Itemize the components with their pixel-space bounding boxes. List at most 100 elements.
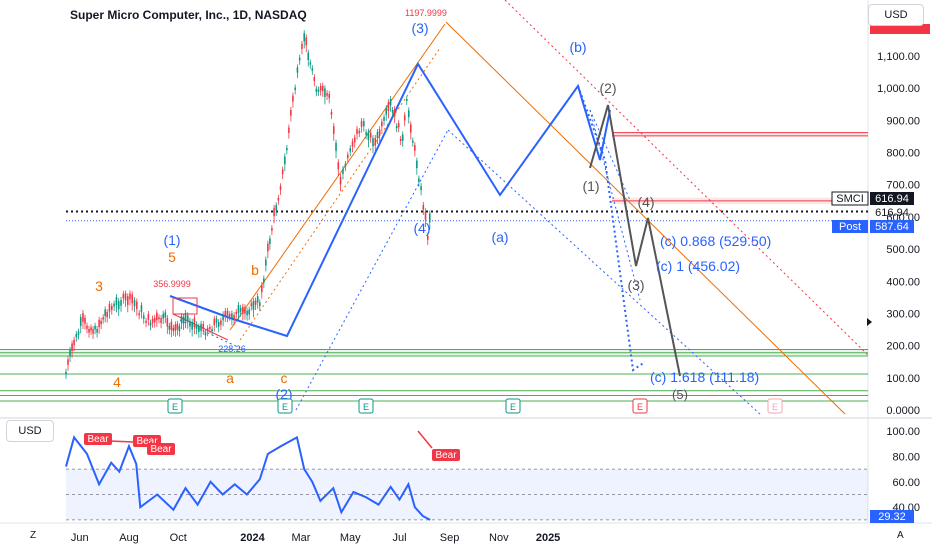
x-tick-label: Nov (489, 532, 509, 544)
candle-body (226, 310, 229, 317)
x-tick-label: 2025 (536, 532, 560, 544)
zoom-toggle-button[interactable]: Z (30, 530, 37, 541)
wave-label: (c) 1 (456.02) (656, 258, 740, 274)
candle-body (389, 98, 392, 106)
candle-body (110, 305, 113, 310)
candle-body (156, 312, 158, 321)
rsi-tick-label: 100.00 (886, 426, 920, 438)
candle-body (202, 323, 205, 330)
wave-label: (b) (569, 39, 586, 55)
candle-body (424, 211, 427, 220)
earnings-marker[interactable] (358, 398, 374, 414)
wave-label: c (281, 370, 288, 386)
y-tick-label: 300.00 (886, 308, 920, 320)
candle-body (288, 127, 290, 133)
wave-label: (c) 0.868 (529.50) (660, 233, 771, 249)
rsi-currency-button[interactable]: USD (6, 420, 54, 442)
candle-body (73, 339, 75, 346)
candle-body (365, 132, 367, 135)
rsi-line (65, 435, 431, 521)
currency-button[interactable]: USD (868, 4, 924, 26)
candle-body (75, 333, 78, 338)
candle-body (79, 317, 82, 326)
bear-label-box (147, 443, 175, 455)
candle-body (140, 305, 143, 313)
horizontal-levels (0, 132, 868, 402)
candle-body (67, 359, 69, 365)
candle-body (246, 310, 248, 316)
candle-body (414, 145, 416, 151)
candle-body (416, 160, 418, 169)
low-label: 228.26 (218, 344, 246, 354)
candle-body (77, 331, 80, 335)
price-label-value-box (870, 192, 914, 205)
earnings-marker[interactable] (505, 398, 521, 414)
rsi-value-box (870, 510, 914, 523)
candle-body (369, 132, 372, 138)
y-axis[interactable]: 0.0000100.00200.00300.00400.00500.00600.… (831, 24, 930, 417)
earnings-marker[interactable] (167, 398, 183, 414)
candle-body (100, 320, 102, 325)
earnings-marker[interactable] (632, 398, 648, 414)
candle-body (328, 93, 331, 99)
candle-body (138, 313, 140, 316)
channel-line (239, 47, 441, 341)
resistance-zone (612, 197, 868, 205)
candle-body (315, 88, 318, 92)
candle-body (309, 62, 312, 65)
candle-body (200, 323, 202, 331)
candle-body (372, 138, 374, 147)
chart-title: Super Micro Computer, Inc., 1D, NASDAQ (70, 8, 307, 22)
earnings-marker[interactable] (277, 398, 293, 414)
candle-body (213, 318, 216, 326)
channel-line (504, 0, 869, 356)
candle-body (296, 67, 299, 73)
candle-body (239, 307, 242, 312)
candle-body (215, 318, 218, 323)
candle-body (211, 328, 213, 332)
candle-body (244, 307, 246, 314)
candle-body (231, 313, 233, 320)
candle-body (193, 317, 196, 327)
candle-body (277, 197, 280, 201)
candle-body (393, 109, 396, 117)
candle-body (217, 322, 220, 327)
candle-body (342, 168, 344, 174)
post-label-box (832, 220, 868, 233)
earnings-marker[interactable] (767, 398, 783, 414)
y-tick-label: 1,000.00 (877, 83, 920, 95)
wave-label: (2) (275, 386, 292, 402)
candle-body (104, 309, 106, 316)
candle-body (330, 111, 333, 115)
y-tick-label: 500.00 (886, 244, 920, 256)
candle-body (108, 303, 111, 312)
wave-label: (1) (582, 178, 599, 194)
candle-body (397, 123, 400, 128)
y-tick-label: 700.00 (886, 180, 920, 192)
candle-body (160, 318, 162, 323)
candle-body (284, 156, 286, 165)
candle-body (290, 109, 292, 116)
high-label: 1197.9999 (405, 8, 447, 18)
x-tick-label: Oct (170, 532, 187, 544)
x-axis[interactable]: Jun Aug Oct 2024 Mar May Jul Sep Nov 2025 (71, 532, 560, 544)
candle-body (303, 33, 306, 42)
candle-body (206, 328, 209, 332)
wave-labels: 1197.9999 356.9999 228.26 (3) (b) (2) (1) (4) (3… (95, 8, 771, 402)
candle-body (126, 296, 129, 305)
candle-body (166, 318, 169, 327)
candle-body (344, 163, 347, 167)
resistance-zone (612, 132, 868, 136)
candle-body (376, 131, 379, 138)
candle-body (349, 148, 352, 152)
candle-body (358, 130, 361, 134)
scroll-arrow-icon[interactable] (867, 318, 872, 326)
auto-scale-button[interactable]: A (897, 530, 904, 541)
candle-body (147, 314, 150, 320)
candle-body (418, 178, 420, 183)
candle-body (98, 319, 100, 328)
